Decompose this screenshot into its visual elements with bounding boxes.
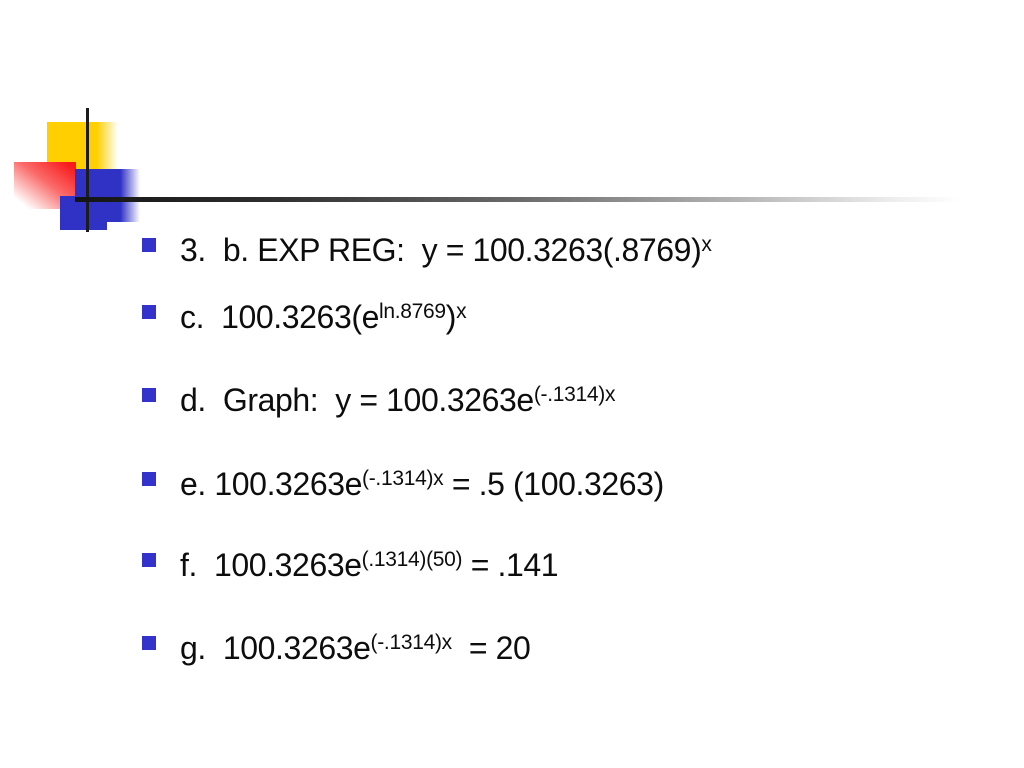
bullet-square-icon [142, 472, 156, 486]
bullet-text: f. 100.3263e(.1314)(50) = .141 [180, 542, 559, 583]
bullet-text-segment: = .141 [462, 547, 559, 583]
bullet-text-segment: = 20 [451, 630, 531, 666]
bullet-text-superscript: (-.1314)x [370, 631, 453, 654]
bullet-text-segment: g. 100.3263e [180, 630, 371, 666]
decoration-horizontal-rule [75, 197, 960, 202]
bullet-square-icon [142, 238, 156, 252]
bullet-square-icon [142, 636, 156, 650]
bullet-text-segment: ) [445, 299, 457, 335]
bullet-square-icon [142, 305, 156, 319]
bullet-row: c. 100.3263(eln.8769)x [142, 294, 467, 335]
bullet-text-segment: e. 100.3263e [180, 466, 363, 502]
bullet-row: g. 100.3263e(-.1314)x = 20 [142, 625, 531, 666]
bullet-text-superscript: x [701, 233, 712, 256]
bullet-text-superscript: ln.8769 [379, 300, 446, 323]
bullet-row: e. 100.3263e(-.1314)x = .5 (100.3263) [142, 461, 664, 502]
bullet-row: d. Graph: y = 100.3263e(-.1314)x [142, 377, 615, 418]
bullet-row: f. 100.3263e(.1314)(50) = .141 [142, 542, 559, 583]
bullet-text-superscript: (-.1314)x [533, 383, 616, 406]
bullet-list: 3. b. EXP REG: y = 100.3263(.8769)x c. 10… [142, 0, 1002, 768]
bullet-text: c. 100.3263(eln.8769)x [180, 294, 467, 335]
bullet-text-segment: f. 100.3263e [180, 547, 362, 583]
bullet-square-icon [142, 553, 156, 567]
bullet-text-superscript: (.1314)(50) [361, 548, 463, 571]
bullet-row: 3. b. EXP REG: y = 100.3263(.8769)x [142, 227, 712, 268]
bullet-text-superscript: x [456, 300, 467, 323]
bullet-text-segment: 3. b. EXP REG: y = 100.3263(.8769) [180, 232, 702, 268]
bullet-text: d. Graph: y = 100.3263e(-.1314)x [180, 377, 615, 418]
bullet-text-segment: d. Graph: y = 100.3263e [180, 382, 534, 418]
bullet-text: e. 100.3263e(-.1314)x = .5 (100.3263) [180, 461, 664, 502]
bullet-text: g. 100.3263e(-.1314)x = 20 [180, 625, 531, 666]
bullet-square-icon [142, 388, 156, 402]
decoration-vertical-line [86, 108, 89, 232]
bullet-text-segment: c. 100.3263(e [180, 299, 379, 335]
bullet-text-segment: = .5 (100.3263) [443, 466, 664, 502]
bullet-text: 3. b. EXP REG: y = 100.3263(.8769)x [180, 227, 712, 268]
bullet-text-superscript: (-.1314)x [362, 467, 444, 490]
